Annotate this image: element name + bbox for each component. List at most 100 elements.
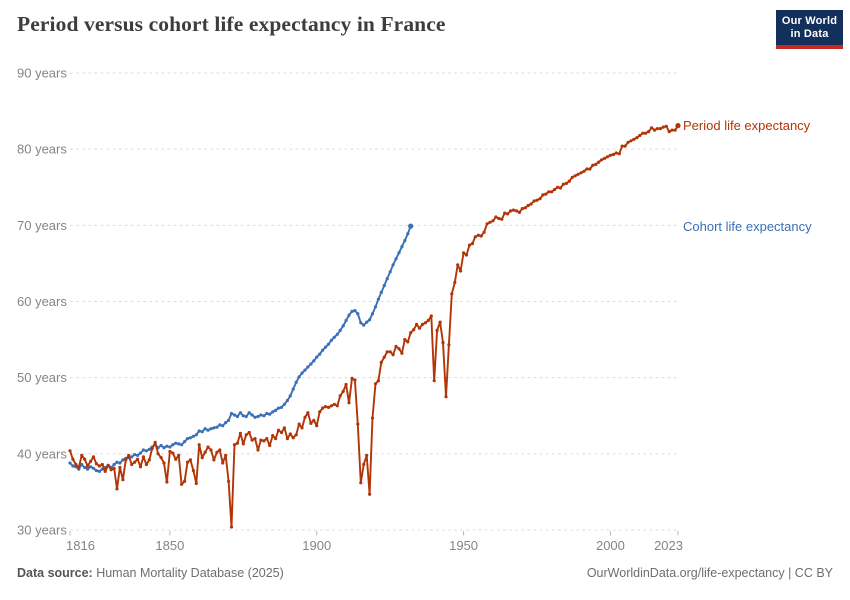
- data-point[interactable]: [400, 351, 404, 355]
- data-point[interactable]: [279, 430, 284, 435]
- data-point[interactable]: [130, 455, 134, 459]
- data-point[interactable]: [350, 309, 354, 313]
- data-point[interactable]: [376, 379, 380, 383]
- data-point[interactable]: [423, 321, 427, 325]
- data-point[interactable]: [291, 387, 295, 391]
- data-point[interactable]: [420, 322, 425, 326]
- data-point[interactable]: [556, 185, 560, 189]
- data-point[interactable]: [165, 444, 169, 448]
- data-point[interactable]: [162, 446, 166, 450]
- data-point[interactable]: [115, 460, 119, 464]
- data-point[interactable]: [321, 348, 325, 352]
- data-point[interactable]: [144, 449, 148, 453]
- data-point[interactable]: [600, 158, 604, 162]
- data-point[interactable]: [341, 389, 345, 393]
- data-point[interactable]: [194, 481, 198, 486]
- data-point[interactable]: [388, 270, 392, 274]
- data-point[interactable]: [344, 382, 348, 387]
- data-point[interactable]: [655, 127, 660, 131]
- data-point[interactable]: [376, 297, 380, 301]
- data-point[interactable]: [403, 338, 407, 342]
- data-point[interactable]: [103, 469, 107, 473]
- data-point[interactable]: [373, 382, 378, 386]
- data-point[interactable]: [89, 465, 93, 469]
- data-point[interactable]: [203, 427, 207, 431]
- data-point[interactable]: [136, 453, 140, 457]
- data-point[interactable]: [318, 352, 322, 356]
- data-point[interactable]: [71, 457, 75, 461]
- data-point[interactable]: [229, 411, 234, 416]
- data-point[interactable]: [426, 318, 430, 323]
- data-point[interactable]: [171, 443, 175, 447]
- data-point[interactable]: [359, 321, 363, 325]
- data-point[interactable]: [309, 421, 313, 425]
- data-point[interactable]: [341, 324, 345, 328]
- data-point[interactable]: [664, 124, 668, 128]
- data-point[interactable]: [80, 453, 84, 457]
- data-point[interactable]: [541, 193, 545, 197]
- data-point[interactable]: [485, 222, 489, 226]
- data-point[interactable]: [218, 423, 222, 427]
- data-point[interactable]: [74, 462, 78, 467]
- data-point[interactable]: [256, 448, 260, 452]
- data-point[interactable]: [432, 379, 436, 383]
- data-point[interactable]: [227, 418, 231, 422]
- data-point[interactable]: [215, 450, 219, 454]
- data-point[interactable]: [141, 455, 145, 459]
- data-point[interactable]: [435, 328, 439, 332]
- data-point[interactable]: [406, 340, 410, 344]
- data-point[interactable]: [335, 404, 339, 408]
- data-point[interactable]: [232, 443, 237, 447]
- data-point[interactable]: [86, 467, 90, 471]
- data-point[interactable]: [221, 424, 225, 428]
- data-point[interactable]: [382, 355, 386, 359]
- data-point[interactable]: [447, 343, 451, 347]
- data-point[interactable]: [288, 432, 292, 436]
- data-point[interactable]: [658, 127, 663, 131]
- data-point[interactable]: [168, 445, 172, 449]
- data-point[interactable]: [370, 416, 375, 420]
- data-point[interactable]: [644, 131, 648, 135]
- data-point[interactable]: [224, 421, 228, 425]
- data-point[interactable]: [488, 220, 492, 224]
- data-point[interactable]: [159, 456, 163, 460]
- data-point[interactable]: [183, 479, 187, 483]
- data-point[interactable]: [109, 468, 113, 472]
- data-point[interactable]: [394, 257, 398, 261]
- data-point[interactable]: [579, 171, 583, 175]
- data-point[interactable]: [379, 360, 383, 364]
- data-point[interactable]: [276, 406, 281, 410]
- data-point[interactable]: [388, 350, 392, 354]
- data-point[interactable]: [332, 335, 336, 339]
- data-point[interactable]: [326, 342, 331, 346]
- data-point[interactable]: [482, 230, 486, 234]
- data-point[interactable]: [535, 198, 539, 202]
- data-point[interactable]: [350, 376, 354, 380]
- data-point[interactable]: [227, 479, 231, 483]
- data-point[interactable]: [276, 428, 281, 432]
- series-label-cohort[interactable]: Cohort life expectancy: [683, 219, 812, 235]
- data-point[interactable]: [670, 128, 674, 132]
- data-point[interactable]: [309, 362, 313, 366]
- data-point[interactable]: [632, 137, 636, 141]
- data-point[interactable]: [285, 398, 289, 403]
- data-point[interactable]: [262, 439, 266, 443]
- data-point[interactable]: [274, 437, 278, 441]
- data-point[interactable]: [573, 174, 577, 178]
- data-point[interactable]: [353, 378, 357, 382]
- data-point[interactable]: [279, 405, 284, 409]
- data-point[interactable]: [285, 437, 289, 441]
- data-point[interactable]: [209, 448, 213, 452]
- data-point[interactable]: [229, 525, 234, 529]
- data-point[interactable]: [83, 457, 87, 461]
- data-point[interactable]: [180, 443, 184, 447]
- data-point[interactable]: [253, 415, 257, 419]
- series-line[interactable]: [69, 124, 679, 528]
- data-point[interactable]: [441, 341, 445, 345]
- data-point[interactable]: [576, 172, 580, 176]
- data-point[interactable]: [312, 359, 316, 363]
- data-point[interactable]: [338, 328, 342, 332]
- data-point[interactable]: [300, 371, 304, 375]
- data-point[interactable]: [256, 414, 260, 419]
- data-point[interactable]: [141, 448, 145, 452]
